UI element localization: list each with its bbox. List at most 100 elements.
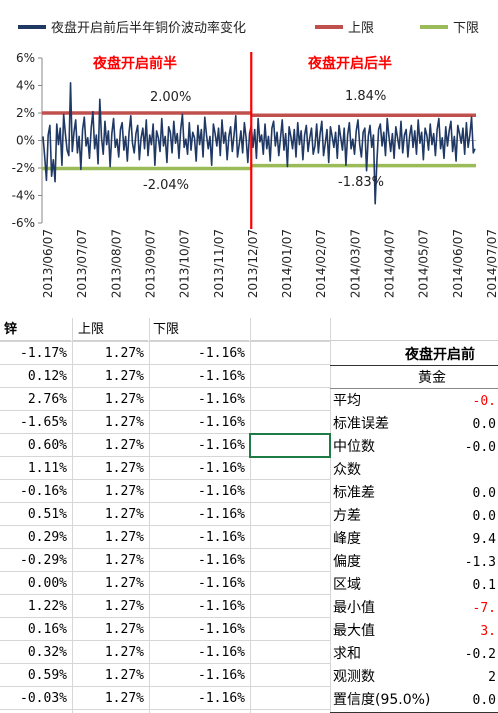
- table-cell[interactable]: -1.16%: [198, 415, 245, 430]
- table-cell[interactable]: -1.16%: [198, 668, 245, 683]
- stat-value[interactable]: 0.0: [472, 693, 496, 708]
- table-cell[interactable]: 0.32%: [27, 645, 67, 660]
- table-cell[interactable]: -1.16%: [198, 507, 245, 522]
- table-cell[interactable]: -1.16%: [198, 576, 245, 591]
- table-cell[interactable]: 2.76%: [27, 392, 67, 407]
- stat-label[interactable]: 置信度(95.0%): [333, 692, 431, 708]
- stat-label[interactable]: 标准误差: [333, 416, 389, 432]
- grid-col-line: [149, 318, 150, 713]
- table-cell[interactable]: 0.16%: [27, 622, 67, 637]
- stat-value[interactable]: 0.0: [472, 509, 496, 524]
- table-cell[interactable]: 1.27%: [104, 484, 144, 499]
- table-cell[interactable]: -1.16%: [198, 369, 245, 384]
- stat-value[interactable]: 0.0: [472, 486, 496, 501]
- chart-annotations: 夜盘开启前半 夜盘开启后半 2.00% 1.84% -2.04% -1.83%: [92, 55, 392, 193]
- table-cell[interactable]: -1.17%: [20, 346, 67, 361]
- stat-label[interactable]: 区域: [333, 577, 361, 593]
- header-cell-empty[interactable]: [250, 318, 498, 341]
- table-cell[interactable]: 1.27%: [104, 530, 144, 545]
- table-cell[interactable]: 1.27%: [104, 369, 144, 384]
- table-cell[interactable]: -1.16%: [198, 392, 245, 407]
- table-cell[interactable]: -1.16%: [198, 691, 245, 706]
- x-tick-label: 2014/03/07: [348, 229, 362, 298]
- stat-label[interactable]: 峰度: [333, 531, 361, 547]
- table-cell[interactable]: 0.51%: [27, 507, 67, 522]
- table-cell[interactable]: 1.27%: [104, 599, 144, 614]
- grid-col-line: [72, 318, 73, 713]
- table-cell[interactable]: 1.27%: [104, 576, 144, 591]
- table-cell[interactable]: -1.16%: [198, 346, 245, 361]
- stat-value[interactable]: -0.: [472, 394, 496, 409]
- stat-value[interactable]: -0.0: [464, 440, 496, 455]
- y-tick-label: -4%: [12, 189, 35, 203]
- table-cell[interactable]: -0.16%: [20, 484, 67, 499]
- table-cell[interactable]: 0.60%: [27, 438, 67, 453]
- stat-label[interactable]: 求和: [333, 646, 361, 662]
- x-tick-label: 2014/02/07: [314, 229, 328, 298]
- table-cell[interactable]: -1.16%: [198, 461, 245, 476]
- stats-subtitle-border: [330, 388, 498, 389]
- table-cell[interactable]: 0.00%: [27, 576, 67, 591]
- table-cell[interactable]: 1.27%: [104, 438, 144, 453]
- stat-value[interactable]: -1.3: [464, 555, 496, 570]
- y-axis: 6% 4% 2% 0% -2% -4% -6%: [12, 51, 42, 230]
- stat-value[interactable]: 2: [488, 670, 496, 685]
- col-header-zinc[interactable]: 锌: [0, 318, 71, 341]
- stat-label[interactable]: 观测数: [333, 669, 375, 685]
- stat-label[interactable]: 众数: [333, 462, 361, 478]
- table-cell[interactable]: -1.16%: [198, 599, 245, 614]
- stat-label[interactable]: 中位数: [333, 439, 375, 455]
- table-cell[interactable]: -1.16%: [198, 553, 245, 568]
- table-cell[interactable]: 1.27%: [104, 415, 144, 430]
- table-cell[interactable]: -0.03%: [20, 691, 67, 706]
- table-cell[interactable]: -1.16%: [198, 622, 245, 637]
- stat-label[interactable]: 方差: [333, 508, 361, 524]
- stat-label[interactable]: 平均: [333, 393, 361, 409]
- y-tick-label: 0%: [16, 134, 35, 148]
- stat-value[interactable]: 0.1: [472, 578, 496, 593]
- x-tick-label: 2013/11/07: [212, 229, 226, 298]
- table-cell[interactable]: 1.27%: [104, 622, 144, 637]
- table-cell[interactable]: -1.16%: [198, 645, 245, 660]
- grid-row-line: [0, 502, 330, 503]
- table-cell[interactable]: -1.16%: [198, 438, 245, 453]
- table-cell[interactable]: -1.65%: [20, 415, 67, 430]
- col-header-lower[interactable]: 下限: [149, 318, 249, 341]
- legend-label-1: 上限: [348, 21, 374, 36]
- table-cell[interactable]: 1.27%: [104, 645, 144, 660]
- table-cell[interactable]: 0.59%: [27, 668, 67, 683]
- table-cell[interactable]: 1.22%: [27, 599, 67, 614]
- grid-row-line: [0, 433, 330, 434]
- col-header-upper[interactable]: 上限: [72, 318, 148, 341]
- table-cell[interactable]: 1.27%: [104, 507, 144, 522]
- stat-value[interactable]: [448, 459, 498, 482]
- stat-value[interactable]: 0.0: [472, 417, 496, 432]
- table-cell[interactable]: 1.27%: [104, 346, 144, 361]
- before-title: 夜盘开启前半: [92, 55, 177, 72]
- stats-subtitle: 黄金: [418, 370, 446, 386]
- stat-label[interactable]: 最小值: [333, 600, 375, 616]
- table-cell[interactable]: 1.27%: [104, 668, 144, 683]
- table-cell[interactable]: 1.11%: [27, 461, 67, 476]
- stat-value[interactable]: 3.: [480, 624, 496, 639]
- table-cell[interactable]: 0.29%: [27, 530, 67, 545]
- stat-label[interactable]: 最大值: [333, 623, 375, 639]
- selected-cell[interactable]: [249, 433, 331, 458]
- before-upper-label: 2.00%: [150, 90, 191, 105]
- stat-value[interactable]: -0.2: [464, 647, 496, 662]
- series-line: [42, 81, 476, 205]
- table-cell[interactable]: -0.29%: [20, 553, 67, 568]
- stat-value[interactable]: -7.: [472, 601, 496, 616]
- x-tick-label: 2013/07/07: [75, 229, 89, 298]
- table-cell[interactable]: 1.27%: [104, 461, 144, 476]
- table-cell[interactable]: -1.16%: [198, 530, 245, 545]
- stat-value[interactable]: 9.4: [472, 532, 496, 547]
- table-cell[interactable]: -1.16%: [198, 484, 245, 499]
- table-cell[interactable]: 0.12%: [27, 369, 67, 384]
- table-cell[interactable]: 1.27%: [104, 553, 144, 568]
- table-cell[interactable]: 1.27%: [104, 392, 144, 407]
- after-lower-label: -1.83%: [338, 175, 384, 190]
- table-cell[interactable]: 1.27%: [104, 691, 144, 706]
- stat-label[interactable]: 偏度: [333, 554, 361, 570]
- stat-label[interactable]: 标准差: [333, 485, 375, 501]
